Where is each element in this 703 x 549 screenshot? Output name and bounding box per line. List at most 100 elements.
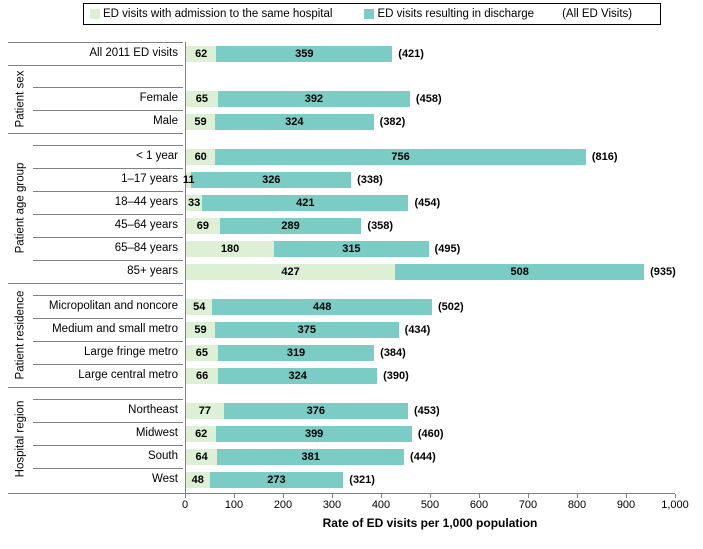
discharge-value-label: 289: [281, 220, 300, 232]
group-label-text: Hospital region: [14, 400, 27, 478]
category-label: Micropolitan and noncore: [48, 300, 178, 312]
discharge-value-label: 326: [262, 174, 281, 186]
x-axis-tick: [332, 494, 333, 498]
x-axis-tick: [626, 494, 627, 498]
admission-bar-segment: [186, 345, 218, 361]
legend-swatch-discharge-icon: [364, 9, 375, 19]
admission-value-label: 180: [220, 243, 240, 255]
discharge-value-label: 421: [296, 197, 315, 209]
category-label: Midwest: [135, 427, 178, 439]
row-separator-line: [33, 422, 183, 423]
total-value-label: (434): [404, 324, 431, 336]
x-axis-tick: [381, 494, 382, 498]
discharge-bar-segment: [212, 299, 432, 315]
x-axis-tick-label: 0: [181, 499, 189, 511]
admission-value-label: 62: [195, 48, 208, 60]
group-label: Patient sex: [8, 65, 33, 133]
admission-value-label: 54: [193, 301, 206, 313]
category-label: Large fringe metro: [84, 346, 178, 358]
admission-bar-segment: [186, 46, 217, 62]
discharge-bar-segment: [223, 403, 408, 419]
group-label-text: Patient age group: [14, 162, 27, 254]
x-axis-tick-label: 700: [518, 499, 538, 511]
total-value-label: (454): [414, 197, 441, 209]
x-axis-tick: [283, 494, 284, 498]
discharge-value-label: 508: [510, 266, 529, 278]
discharge-value-label: 756: [391, 151, 410, 163]
discharge-bar-segment: [191, 172, 352, 188]
category-label: All 2011 ED visits: [89, 47, 178, 59]
discharge-bar-segment: [214, 322, 399, 338]
total-value-label: (321): [349, 474, 375, 486]
x-axis-tick-label: 200: [273, 499, 293, 511]
admission-value-label: 48: [191, 474, 204, 486]
total-value-label: (816): [591, 151, 618, 163]
discharge-value-label: 359: [295, 48, 314, 60]
x-axis-tick: [185, 494, 186, 498]
x-axis-tick: [430, 494, 431, 498]
discharge-bar-segment: [395, 264, 645, 280]
admission-bar-segment: [186, 149, 216, 165]
discharge-bar-segment: [216, 46, 393, 62]
admission-value-label: 77: [198, 405, 211, 417]
row-separator-line: [33, 260, 183, 261]
category-label: Medium and small metro: [52, 323, 178, 335]
admission-bar-segment: [186, 403, 224, 419]
admission-bar-segment: [186, 368, 219, 384]
row-separator-line: [33, 341, 183, 342]
row-separator-line: [33, 214, 183, 215]
x-axis-tick: [528, 494, 529, 498]
admission-bar-segment: [186, 195, 203, 211]
legend-box: ED visits with admission to the same hos…: [83, 3, 661, 25]
category-label: 85+ years: [127, 265, 178, 277]
discharge-value-label: 381: [301, 451, 320, 463]
row-separator-line: [33, 445, 183, 446]
group-separator-line: [8, 42, 183, 43]
row-separator-line: [33, 145, 183, 146]
legend-note: (All ED Visits): [562, 8, 633, 20]
group-separator-line: [8, 283, 183, 284]
admission-bar-segment: [186, 172, 192, 188]
admission-bar-segment: [186, 322, 215, 338]
total-value-label: (338): [357, 174, 383, 186]
row-separator-line: [33, 110, 183, 111]
discharge-bar-segment: [217, 91, 410, 107]
x-axis-tick-label: 100: [224, 499, 244, 511]
x-axis-tick: [577, 494, 578, 498]
discharge-value-label: 315: [342, 243, 361, 255]
y-axis-line: [185, 42, 186, 493]
total-value-label: (935): [650, 266, 676, 278]
discharge-value-label: 375: [297, 324, 316, 336]
discharge-bar-segment: [209, 472, 344, 488]
category-label: 1–17 years: [121, 173, 178, 185]
legend-item-discharge: ED visits resulting in discharge: [364, 8, 534, 20]
discharge-bar-segment: [218, 368, 378, 384]
admission-value-label: 65: [195, 93, 209, 105]
category-label: Female: [139, 92, 178, 104]
group-separator-line: [8, 133, 183, 134]
discharge-bar-segment: [217, 449, 405, 465]
category-label: Large central metro: [78, 369, 178, 381]
discharge-value-label: 324: [288, 370, 307, 382]
discharge-bar-segment: [217, 345, 375, 361]
total-value-label: (460): [417, 428, 444, 440]
total-value-label: (453): [413, 405, 440, 417]
category-label: 18–44 years: [114, 196, 178, 208]
total-value-label: (421): [398, 48, 424, 60]
category-label: South: [147, 450, 178, 462]
discharge-bar-segment: [202, 195, 409, 211]
discharge-bar-segment: [274, 241, 429, 257]
legend-label-admission: ED visits with admission to the same hos…: [103, 8, 333, 20]
x-axis-tick: [675, 494, 676, 498]
admission-value-label: 69: [196, 220, 210, 232]
admission-value-label: 59: [194, 324, 207, 336]
x-axis-tick: [479, 494, 480, 498]
category-label: 65–84 years: [114, 242, 178, 254]
discharge-value-label: 399: [304, 428, 324, 440]
row-separator-line: [33, 168, 183, 169]
total-value-label: (358): [367, 220, 394, 232]
admission-bar-segment: [186, 449, 218, 465]
admission-value-label: 33: [187, 197, 201, 209]
total-value-label: (495): [434, 243, 461, 255]
